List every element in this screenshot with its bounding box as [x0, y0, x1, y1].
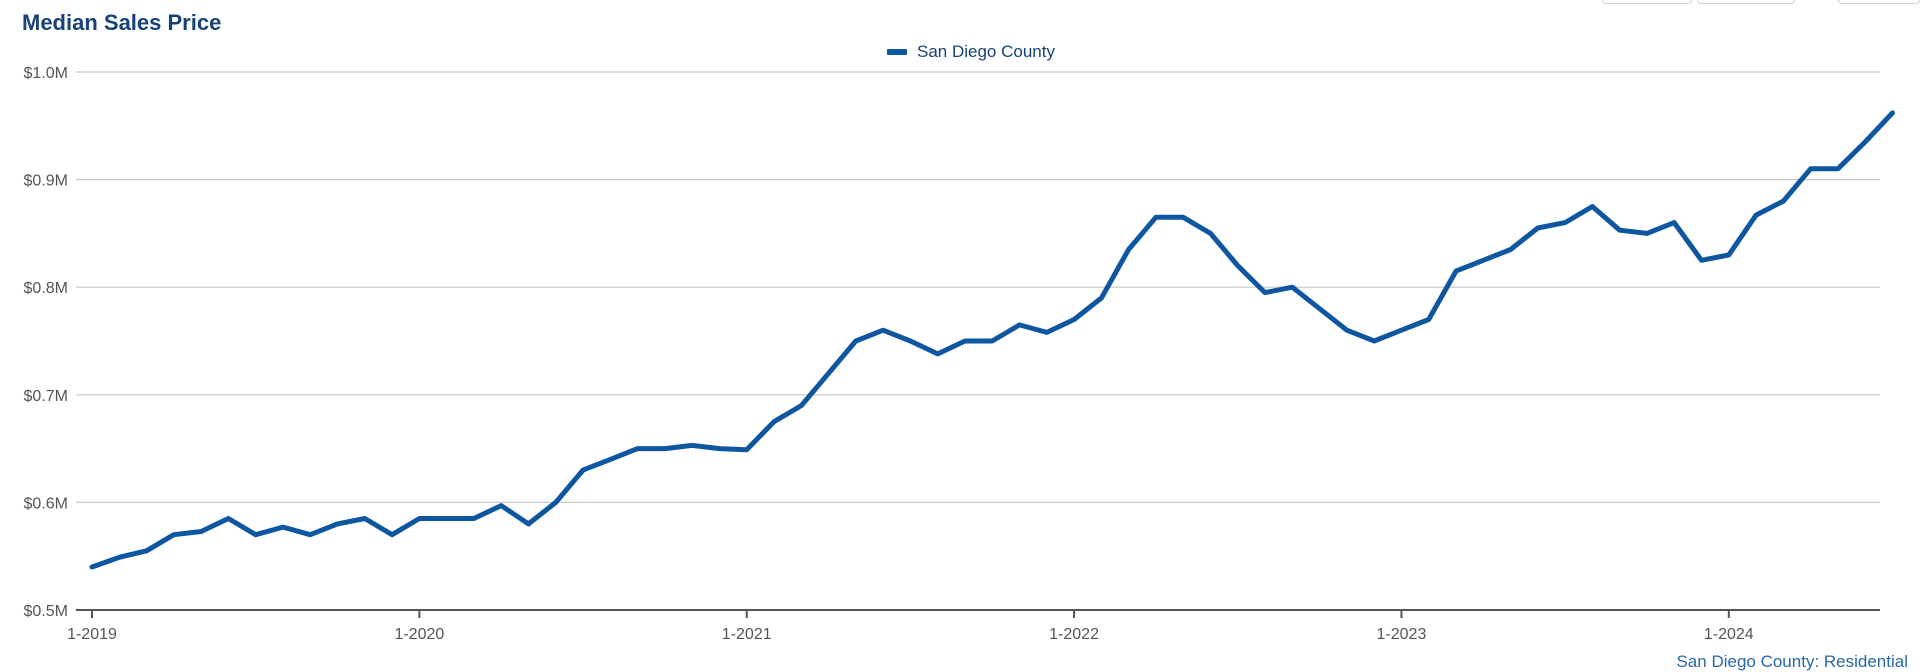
- data-point[interactable]: [906, 337, 914, 345]
- data-point[interactable]: [1261, 289, 1269, 297]
- data-point[interactable]: [879, 326, 887, 334]
- data-point[interactable]: [1452, 267, 1460, 275]
- data-point[interactable]: [1179, 213, 1187, 221]
- data-point[interactable]: [224, 515, 232, 523]
- x-tick-label: 1-2024: [1704, 626, 1754, 643]
- data-point[interactable]: [1206, 229, 1214, 237]
- data-point[interactable]: [497, 502, 505, 510]
- data-point[interactable]: [1370, 337, 1378, 345]
- footer-note: San Diego County: Residential: [1676, 652, 1908, 671]
- data-point[interactable]: [252, 531, 260, 539]
- data-point[interactable]: [743, 446, 751, 454]
- data-point[interactable]: [361, 515, 369, 523]
- data-point[interactable]: [1752, 211, 1760, 219]
- x-tick-label: 1-2021: [722, 626, 772, 643]
- data-point[interactable]: [1534, 224, 1542, 232]
- data-point[interactable]: [1316, 305, 1324, 313]
- y-tick-label: $0.6M: [24, 495, 68, 512]
- data-point[interactable]: [797, 402, 805, 410]
- data-point[interactable]: [197, 527, 205, 535]
- series-line-san-diego-county[interactable]: [89, 110, 1895, 570]
- data-point[interactable]: [661, 445, 669, 453]
- legend[interactable]: San Diego County: [887, 42, 1055, 62]
- data-point[interactable]: [1725, 251, 1733, 259]
- data-point[interactable]: [825, 369, 833, 377]
- data-point[interactable]: [1288, 283, 1296, 291]
- data-point[interactable]: [524, 520, 532, 528]
- data-point[interactable]: [1343, 326, 1351, 334]
- data-point[interactable]: [1616, 226, 1624, 234]
- data-point[interactable]: [306, 531, 314, 539]
- data-point[interactable]: [115, 553, 123, 561]
- data-point[interactable]: [1152, 213, 1160, 221]
- data-point[interactable]: [1698, 256, 1706, 264]
- data-point[interactable]: [1588, 203, 1596, 211]
- data-point[interactable]: [443, 515, 451, 523]
- data-point[interactable]: [715, 445, 723, 453]
- data-point[interactable]: [279, 523, 287, 531]
- data-point[interactable]: [1479, 256, 1487, 264]
- data-point[interactable]: [1097, 294, 1105, 302]
- x-tick-label: 1-2022: [1049, 626, 1099, 643]
- y-tick-label: $0.9M: [24, 173, 68, 190]
- data-point[interactable]: [470, 515, 478, 523]
- data-point[interactable]: [1807, 165, 1815, 173]
- data-point[interactable]: [552, 498, 560, 506]
- data-point[interactable]: [961, 337, 969, 345]
- data-point[interactable]: [415, 515, 423, 523]
- x-tick-label: 1-2019: [67, 626, 117, 643]
- data-point[interactable]: [143, 547, 151, 555]
- data-point[interactable]: [1070, 315, 1078, 323]
- data-point[interactable]: [1643, 229, 1651, 237]
- data-point[interactable]: [1861, 138, 1869, 146]
- data-point[interactable]: [1670, 219, 1678, 227]
- x-tick-label: 1-2023: [1377, 626, 1427, 643]
- y-tick-label: $0.5M: [24, 603, 68, 620]
- y-tick-label: $1.0M: [24, 65, 68, 82]
- data-point[interactable]: [770, 418, 778, 426]
- data-point[interactable]: [88, 563, 96, 571]
- y-tick-label: $0.8M: [24, 280, 68, 297]
- data-point[interactable]: [634, 445, 642, 453]
- data-point[interactable]: [1507, 246, 1515, 254]
- data-point[interactable]: [1234, 262, 1242, 270]
- data-point[interactable]: [1779, 197, 1787, 205]
- data-point[interactable]: [388, 531, 396, 539]
- data-point[interactable]: [688, 441, 696, 449]
- x-tick-label: 1-2020: [394, 626, 444, 643]
- data-point[interactable]: [852, 337, 860, 345]
- data-point[interactable]: [988, 337, 996, 345]
- legend-label: San Diego County: [917, 42, 1055, 61]
- data-point[interactable]: [1397, 326, 1405, 334]
- data-point[interactable]: [606, 455, 614, 463]
- data-point[interactable]: [334, 520, 342, 528]
- data-point[interactable]: [1425, 315, 1433, 323]
- data-point[interactable]: [1834, 165, 1842, 173]
- data-point[interactable]: [579, 466, 587, 474]
- data-point[interactable]: [934, 350, 942, 358]
- data-point[interactable]: [1016, 321, 1024, 329]
- data-point[interactable]: [1888, 109, 1896, 117]
- data-point[interactable]: [1043, 328, 1051, 336]
- chart-title: Median Sales Price: [22, 10, 222, 35]
- legend-swatch: [887, 49, 907, 55]
- data-point[interactable]: [170, 531, 178, 539]
- y-tick-label: $0.7M: [24, 388, 68, 405]
- data-point[interactable]: [1561, 219, 1569, 227]
- data-point[interactable]: [1125, 246, 1133, 254]
